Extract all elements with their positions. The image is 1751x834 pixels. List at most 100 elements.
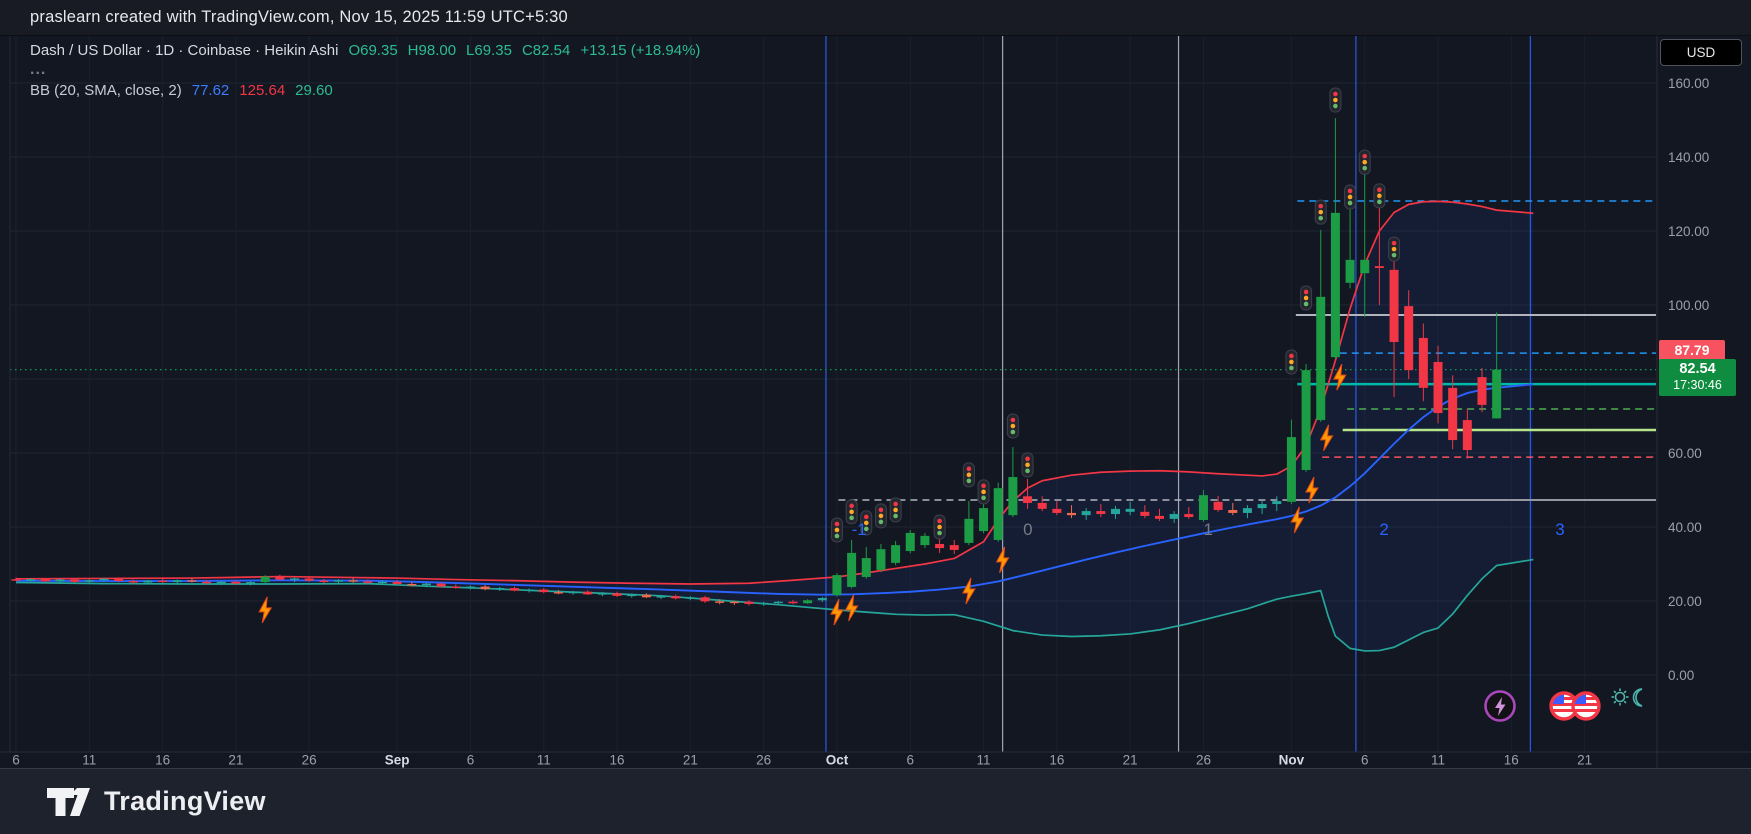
- legend-more-button[interactable]: ...: [30, 61, 47, 78]
- indicator-title: BB (20, SMA, close, 2): [30, 82, 182, 99]
- traffic-light-dot: [966, 466, 972, 472]
- traffic-light-dot: [863, 526, 869, 532]
- candle: [847, 552, 857, 587]
- cycle-number-label: 3: [1555, 520, 1564, 539]
- candle: [84, 580, 94, 582]
- tradingview-logo-icon: [47, 787, 90, 816]
- symbol-legend-row[interactable]: Dash / US Dollar · 1D · Coinbase · Heiki…: [30, 42, 700, 59]
- candle: [1023, 496, 1033, 503]
- chart-event-icons: [1484, 688, 1643, 722]
- candle: [1374, 266, 1384, 268]
- candle: [158, 580, 168, 583]
- candle: [407, 583, 417, 586]
- traffic-light-dot: [1391, 246, 1397, 252]
- candle: [246, 582, 256, 584]
- candle: [1477, 377, 1487, 405]
- price-tick-label: 100.00: [1668, 298, 1709, 313]
- candle: [876, 549, 886, 570]
- bb-fill: [16, 201, 1534, 651]
- candle: [905, 532, 915, 552]
- traffic-light-dot: [937, 524, 942, 530]
- candle: [509, 588, 519, 591]
- price-tick-label: 40.00: [1668, 520, 1702, 535]
- time-tick-label: 21: [1123, 753, 1138, 768]
- traffic-light-dot: [849, 515, 854, 521]
- candle: [1169, 514, 1179, 519]
- traffic-light-dot: [893, 507, 898, 513]
- candle: [11, 579, 21, 581]
- candle: [216, 581, 226, 584]
- ohlc-low: L69.35: [466, 42, 512, 59]
- chart-legend: Dash / US Dollar · 1D · Coinbase · Heiki…: [30, 42, 700, 99]
- us-flags-icon[interactable]: [1549, 691, 1601, 721]
- candle: [553, 592, 563, 594]
- price-tick-label: 160.00: [1668, 76, 1709, 91]
- bb-lower-value: 29.60: [295, 82, 333, 99]
- candle: [568, 591, 578, 594]
- bb-upper-line: [15, 200, 1534, 585]
- sun-moon-icon[interactable]: [1611, 688, 1643, 707]
- candle: [1345, 259, 1355, 283]
- time-tick-label: 16: [155, 753, 170, 768]
- candle: [993, 488, 1003, 540]
- candle: [612, 593, 622, 596]
- candle: [99, 578, 109, 581]
- candle: [671, 596, 681, 599]
- time-axis[interactable]: [0, 752, 1657, 768]
- candle: [935, 544, 945, 549]
- price-tick-label: 0.00: [1668, 668, 1694, 683]
- traffic-light-dot: [1362, 165, 1368, 171]
- lightning-bolt-icon: [1290, 506, 1305, 534]
- price-tick-label: 120.00: [1668, 224, 1709, 239]
- traffic-light-dot: [834, 533, 840, 539]
- currency-toggle-button[interactable]: USD: [1660, 39, 1742, 66]
- candle: [378, 581, 387, 584]
- traffic-light-dot: [1377, 193, 1382, 199]
- candle: [949, 545, 959, 550]
- traffic-light-dot: [1025, 468, 1030, 474]
- candle: [715, 601, 725, 603]
- symbol-title: Dash / US Dollar · 1D · Coinbase · Heiki…: [30, 42, 339, 59]
- tradingview-logo[interactable]: TradingView: [46, 786, 266, 817]
- indicator-legend-row[interactable]: BB (20, SMA, close, 2) 77.62 125.64 29.6…: [30, 82, 700, 99]
- candle: [627, 594, 637, 597]
- traffic-light-dot: [1318, 215, 1324, 221]
- candle: [1301, 370, 1311, 471]
- alert-price-label: 87.79: [1659, 340, 1725, 361]
- candle: [1242, 508, 1252, 513]
- traffic-light-dot: [878, 519, 884, 525]
- time-tick-label: 21: [683, 753, 698, 768]
- lightning-bolt-icon: [844, 594, 859, 622]
- candle: [26, 579, 36, 581]
- price-tick-label: 20.00: [1668, 594, 1702, 609]
- traffic-light-dot: [849, 509, 854, 515]
- time-tick-label: 26: [302, 753, 317, 768]
- traffic-light-dot: [1333, 103, 1338, 109]
- lightning-circle-icon[interactable]: [1484, 690, 1516, 722]
- candle: [55, 579, 65, 582]
- traffic-light-dot: [1010, 429, 1016, 435]
- candle: [1081, 511, 1091, 516]
- bar-countdown: 17:30:46: [1673, 378, 1722, 392]
- traffic-light-dot: [1333, 97, 1338, 103]
- candle: [1125, 508, 1135, 512]
- cycle-number-label: -1: [852, 520, 867, 539]
- traffic-light-dot: [937, 530, 942, 536]
- traffic-light-dot: [878, 513, 884, 519]
- candle: [275, 576, 285, 580]
- time-tick-label: Sep: [385, 753, 410, 768]
- candle: [1418, 337, 1428, 388]
- time-tick-label: 21: [1577, 753, 1592, 768]
- candle: [202, 581, 212, 584]
- traffic-light-dot: [1347, 200, 1353, 206]
- time-tick-label: 16: [610, 753, 625, 768]
- candle: [363, 581, 373, 583]
- traffic-light-dot: [1362, 153, 1368, 159]
- candle: [1316, 296, 1326, 421]
- candle: [1008, 477, 1018, 516]
- price-tick-label: 140.00: [1668, 150, 1709, 165]
- candle: [1111, 508, 1120, 515]
- traffic-light-dot: [981, 489, 986, 495]
- last-price-value: 82.54: [1679, 361, 1716, 377]
